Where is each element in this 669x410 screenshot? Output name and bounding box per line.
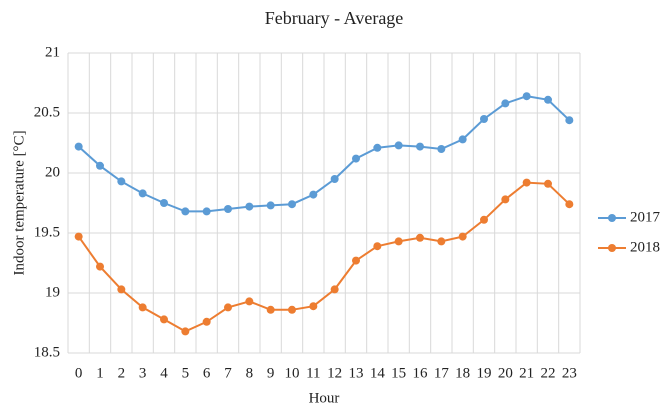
point — [288, 200, 296, 209]
y-tick-label: 21 — [45, 44, 60, 60]
legend-label: 2018 — [630, 239, 660, 255]
point — [352, 154, 360, 163]
point — [202, 317, 211, 326]
x-tick-label: 18 — [455, 365, 470, 381]
x-tick-label: 15 — [391, 365, 406, 381]
y-tick-label: 18.5 — [34, 344, 60, 360]
point — [117, 285, 126, 294]
point — [160, 199, 168, 207]
point — [245, 202, 254, 211]
point — [96, 262, 104, 271]
x-tick-label: 6 — [203, 365, 211, 381]
point — [565, 200, 574, 209]
point — [245, 297, 254, 306]
x-tick-label: 13 — [349, 365, 364, 381]
point — [501, 99, 510, 108]
point — [373, 242, 382, 251]
legend-label: 2017 — [630, 209, 661, 225]
x-tick-label: 23 — [562, 365, 577, 381]
x-tick-label: 3 — [139, 365, 147, 381]
point — [416, 142, 424, 151]
point — [373, 143, 382, 152]
series-line — [77, 181, 571, 333]
x-tick-label: 4 — [160, 365, 168, 381]
x-tick-label: 5 — [182, 365, 190, 381]
x-tick-label: 1 — [96, 365, 104, 381]
point — [330, 285, 339, 294]
point — [202, 207, 211, 216]
x-tick-label: 20 — [498, 365, 513, 381]
point — [437, 237, 446, 246]
point — [394, 237, 403, 246]
point — [96, 161, 104, 170]
x-tick-label: 19 — [477, 365, 492, 381]
point — [266, 305, 275, 314]
point — [309, 190, 318, 199]
point — [416, 233, 424, 242]
point — [480, 215, 488, 224]
x-tick-label: 21 — [519, 365, 534, 381]
x-tick-label: 10 — [285, 365, 300, 381]
x-tick-label: 16 — [413, 365, 429, 381]
x-tick-label: 12 — [327, 365, 342, 381]
point — [181, 327, 190, 336]
point — [74, 142, 83, 151]
y-tick-label: 19.5 — [34, 224, 60, 240]
point — [544, 95, 552, 104]
point — [522, 92, 531, 101]
x-tick-label: 17 — [434, 365, 450, 381]
x-tick-label: 14 — [370, 365, 386, 381]
point — [74, 232, 83, 241]
point — [160, 315, 168, 324]
x-tick-label: 0 — [75, 365, 83, 381]
point — [224, 303, 232, 312]
x-tick-label: 2 — [118, 365, 126, 381]
point — [266, 201, 275, 210]
y-tick-label: 20.5 — [34, 104, 60, 120]
point — [138, 189, 147, 198]
point — [224, 205, 232, 213]
point — [330, 175, 339, 183]
point — [138, 303, 147, 312]
y-tick-label: 20 — [45, 164, 60, 180]
point — [522, 178, 531, 187]
point — [501, 195, 510, 204]
point — [458, 232, 467, 241]
x-tick-label: 8 — [246, 365, 254, 381]
x-tick-label: 7 — [224, 365, 232, 381]
legend-marker — [608, 214, 616, 222]
point — [309, 302, 318, 311]
point — [117, 177, 126, 186]
x-tick-label: 22 — [541, 365, 556, 381]
point — [181, 207, 190, 216]
x-tick-label: 11 — [306, 365, 320, 381]
point — [352, 256, 360, 265]
point — [480, 115, 488, 123]
legend-marker — [608, 244, 616, 252]
point — [544, 179, 552, 188]
y-axis-label: Indoor temperature [°C] — [11, 130, 27, 275]
point — [288, 305, 296, 314]
point — [437, 145, 446, 153]
x-tick-label: 9 — [267, 365, 275, 381]
point — [565, 116, 574, 125]
point — [458, 135, 467, 144]
y-tick-label: 19 — [45, 284, 60, 300]
point — [394, 141, 403, 150]
x-axis-label: Hour — [309, 390, 340, 406]
chart-title: February - Average — [265, 8, 404, 28]
